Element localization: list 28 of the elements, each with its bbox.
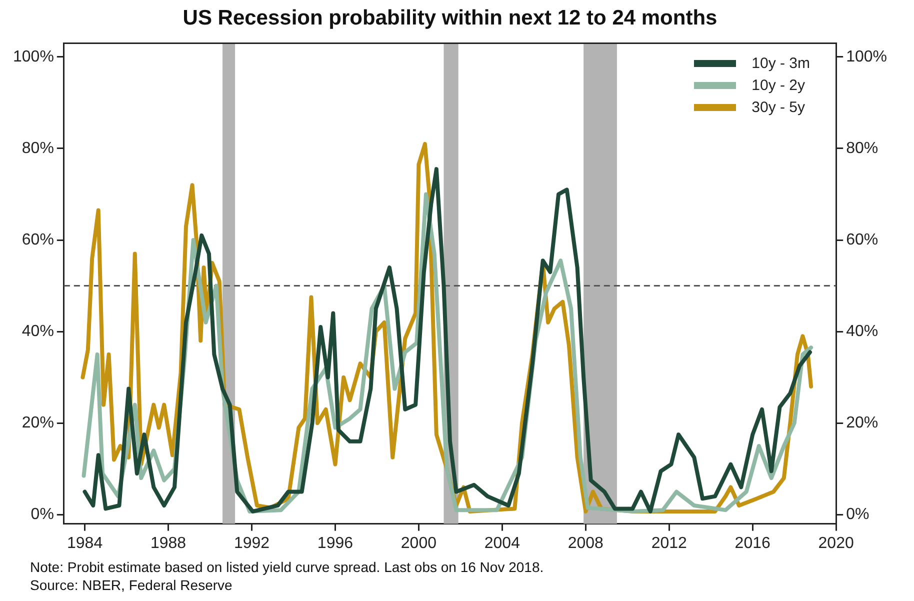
source-note: Source: NBER, Federal Reserve [30,576,234,594]
text: Note: Probit estimate based on listed yield curve spread. Last obs on 16 Nov 2018. [30,558,544,576]
legend-label: 10y - 2y [752,76,805,94]
x-tick-label: 2000 [400,534,437,552]
y2-tick-label: 100% [846,48,887,66]
y2-tick-label: 40% [846,322,878,340]
y-tick-label: 20% [22,414,54,432]
x-tick-label: 2012 [651,534,688,552]
x-tick-label: 2016 [734,534,770,552]
y2-tick-label: 20% [846,414,878,432]
y2-tick-label: 60% [846,231,878,248]
y-tick-label: 60% [22,231,54,248]
x-tick-label: 1984 [66,534,103,552]
x-tick-label: 2004 [484,534,520,552]
x-tick-label: 2020 [818,534,854,552]
legend-label: 10y - 3m [752,54,810,72]
x-tick-label: 2008 [568,534,604,552]
x-tick-label: 1996 [317,534,354,552]
y2-tick-label: 0% [846,506,870,524]
y-tick-label: 0% [30,506,54,524]
x-tick-label: 1992 [234,534,270,552]
y2-tick-label: 80% [846,140,878,157]
y-tick-label: 80% [22,140,54,157]
chart-title: US Recession probability within next 12 to 24 months [182,6,718,30]
legend-label: 30y - 5y [752,98,805,116]
x-tick-label: 1988 [150,534,186,552]
y-tick-label: 40% [22,322,54,340]
y-tick-label: 100% [13,48,54,66]
